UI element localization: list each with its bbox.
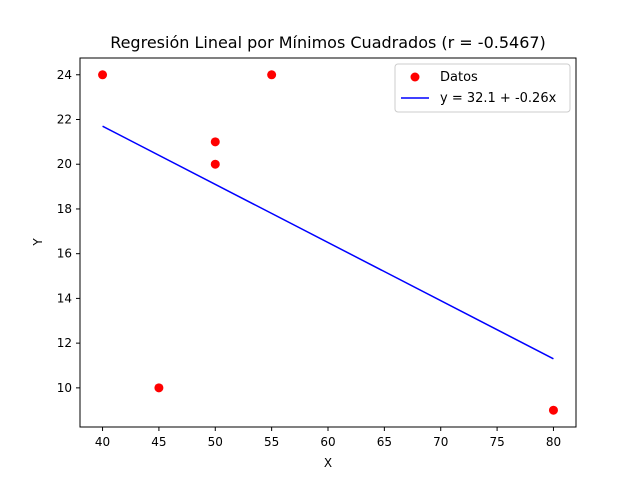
legend-label-datos: Datos [440, 70, 478, 85]
x-tick-label: 40 [95, 435, 110, 449]
y-tick-label: 16 [57, 247, 72, 261]
y-axis-title: Y [31, 238, 45, 247]
data-point [154, 383, 164, 393]
y-tick-label: 22 [57, 113, 72, 127]
y-tick-label: 24 [57, 68, 72, 82]
x-tick-label: 65 [377, 435, 392, 449]
data-point [548, 405, 558, 415]
data-point [210, 137, 220, 147]
x-axis-title: X [324, 456, 332, 470]
legend-label-fit-line: y = 32.1 + -0.26x [440, 91, 557, 106]
regression-line [102, 125, 554, 360]
x-tick-label: 50 [208, 435, 223, 449]
data-point [98, 70, 108, 80]
data-point [267, 70, 277, 80]
y-tick-label: 10 [57, 381, 72, 395]
x-tick-label: 75 [489, 435, 504, 449]
plot-area [98, 70, 558, 415]
legend: Datos y = 32.1 + -0.26x [394, 63, 571, 113]
y-tick-label: 18 [57, 202, 72, 216]
x-tick-label: 45 [151, 435, 166, 449]
y-tick-label: 14 [57, 291, 72, 305]
legend-box [394, 63, 571, 113]
x-tick-label: 55 [264, 435, 279, 449]
y-tick-label: 20 [57, 157, 72, 171]
chart-title: Regresión Lineal por Mínimos Cuadrados (… [110, 33, 546, 52]
y-tick-label: 12 [57, 336, 72, 350]
x-tick-label: 80 [546, 435, 561, 449]
x-tick-label: 70 [433, 435, 448, 449]
x-tick-label: 60 [320, 435, 335, 449]
axes: 40 45 50 55 60 65 70 75 80 10 12 14 16 18 20 22 24 [57, 57, 577, 449]
data-point [210, 159, 220, 169]
legend-marker-datos [410, 72, 420, 82]
